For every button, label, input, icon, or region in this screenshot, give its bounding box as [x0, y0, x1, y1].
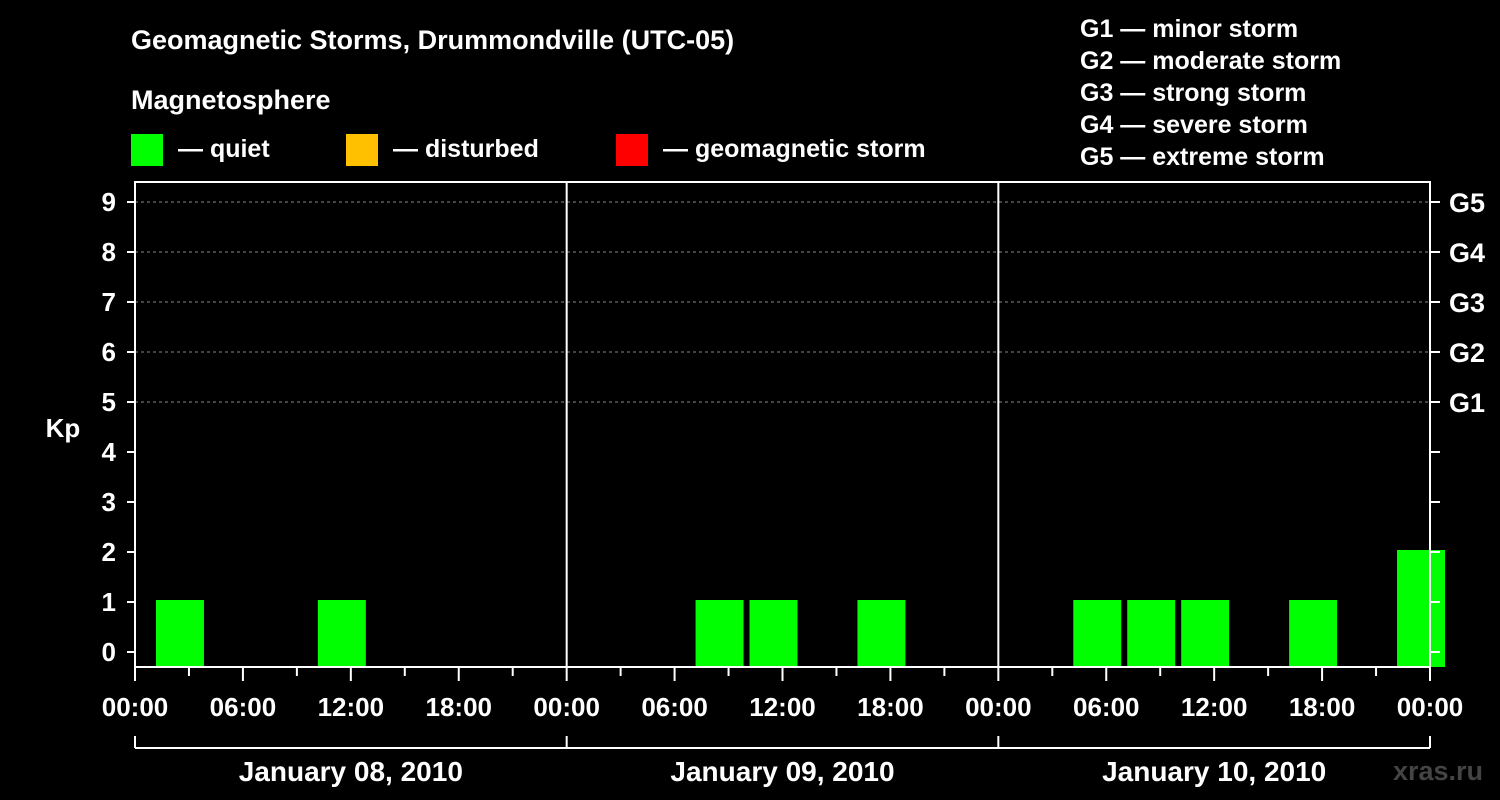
xtick-label-6: 12:00 [749, 692, 816, 722]
bar-7 [1181, 600, 1230, 667]
storm-scale-5: G5 — extreme storm [1080, 143, 1325, 171]
storm-level-axis: G1 G2 G3 G4 G5 [1430, 188, 1485, 653]
xtick-label-10: 12:00 [1181, 692, 1248, 722]
xtick-label-7: 18:00 [857, 692, 924, 722]
storm-scale-4: G4 — severe storm [1080, 111, 1308, 139]
xtick-label-5: 06:00 [641, 692, 708, 722]
xtick-label-9: 06:00 [1073, 692, 1140, 722]
day-label-2: January 10, 2010 [1102, 756, 1326, 787]
ytick-label-2: 2 [102, 537, 116, 567]
ytick-label-1: 1 [102, 587, 116, 617]
bar-3 [749, 600, 798, 667]
chart-title: Geomagnetic Storms, Drummondville (UTC-0… [131, 25, 734, 55]
xtick-label-11: 18:00 [1289, 692, 1356, 722]
bar-8 [1289, 600, 1338, 667]
bar-6 [1127, 600, 1176, 667]
day-label-1: January 09, 2010 [670, 756, 894, 787]
xtick-label-1: 06:00 [210, 692, 277, 722]
storm-level-label-G5: G5 [1449, 188, 1485, 218]
xtick-label-3: 18:00 [426, 692, 493, 722]
xtick-label-12: 00:00 [1397, 692, 1464, 722]
xtick-label-0: 00:00 [102, 692, 169, 722]
ytick-label-4: 4 [102, 437, 117, 467]
bars [155, 550, 1445, 667]
storm-scale-legend: G1 — minor storm G2 — moderate storm G3 — … [1080, 15, 1341, 171]
plot-border [134, 181, 1431, 668]
gridlines [135, 182, 1430, 667]
storm-scale-1: G1 — minor storm [1080, 15, 1298, 43]
watermark: xras.ru [1393, 756, 1483, 786]
xtick-label-2: 12:00 [318, 692, 385, 722]
legend-label-1: — disturbed [393, 135, 539, 163]
bar-4 [857, 600, 906, 667]
ytick-label-6: 6 [102, 337, 116, 367]
bar-1 [317, 600, 366, 667]
storm-level-label-G2: G2 [1449, 338, 1485, 368]
storm-level-label-G1: G1 [1449, 388, 1485, 418]
y-axis-label: Kp [46, 413, 81, 443]
xtick-label-8: 00:00 [965, 692, 1032, 722]
day-label-0: January 08, 2010 [239, 756, 463, 787]
storm-level-label-G4: G4 [1449, 238, 1485, 268]
ytick-label-7: 7 [102, 287, 116, 317]
x-axis: 00:00 06:00 12:00 18:00 00:00 06:00 12:00 18:00… [102, 667, 1464, 722]
ytick-label-3: 3 [102, 487, 116, 517]
ytick-label-8: 8 [102, 237, 116, 267]
status-legend: — quiet — disturbed — geomagnetic storm [131, 134, 926, 166]
bar-0 [155, 600, 204, 667]
legend-label-0: — quiet [178, 135, 270, 163]
ytick-label-0: 0 [102, 637, 116, 667]
chart-subtitle: Magnetosphere [131, 85, 331, 115]
bar-2 [695, 600, 744, 667]
legend-label-2: — geomagnetic storm [663, 135, 926, 163]
legend-swatch-1 [346, 134, 378, 166]
storm-scale-2: G2 — moderate storm [1080, 47, 1341, 75]
bar-5 [1073, 600, 1122, 667]
legend-swatch-0 [131, 134, 163, 166]
y-axis: 0 1 2 3 4 5 6 7 8 9 [102, 187, 135, 667]
plot-frame [134, 181, 1431, 668]
xtick-label-4: 00:00 [533, 692, 600, 722]
storm-level-label-G3: G3 [1449, 288, 1485, 318]
ytick-label-9: 9 [102, 187, 116, 217]
ytick-label-5: 5 [102, 387, 116, 417]
day-labels: January 08, 2010 January 09, 2010 January … [134, 736, 1431, 787]
legend-swatch-2 [616, 134, 648, 166]
bar-9 [1397, 550, 1445, 667]
storm-scale-3: G3 — strong storm [1080, 79, 1306, 107]
